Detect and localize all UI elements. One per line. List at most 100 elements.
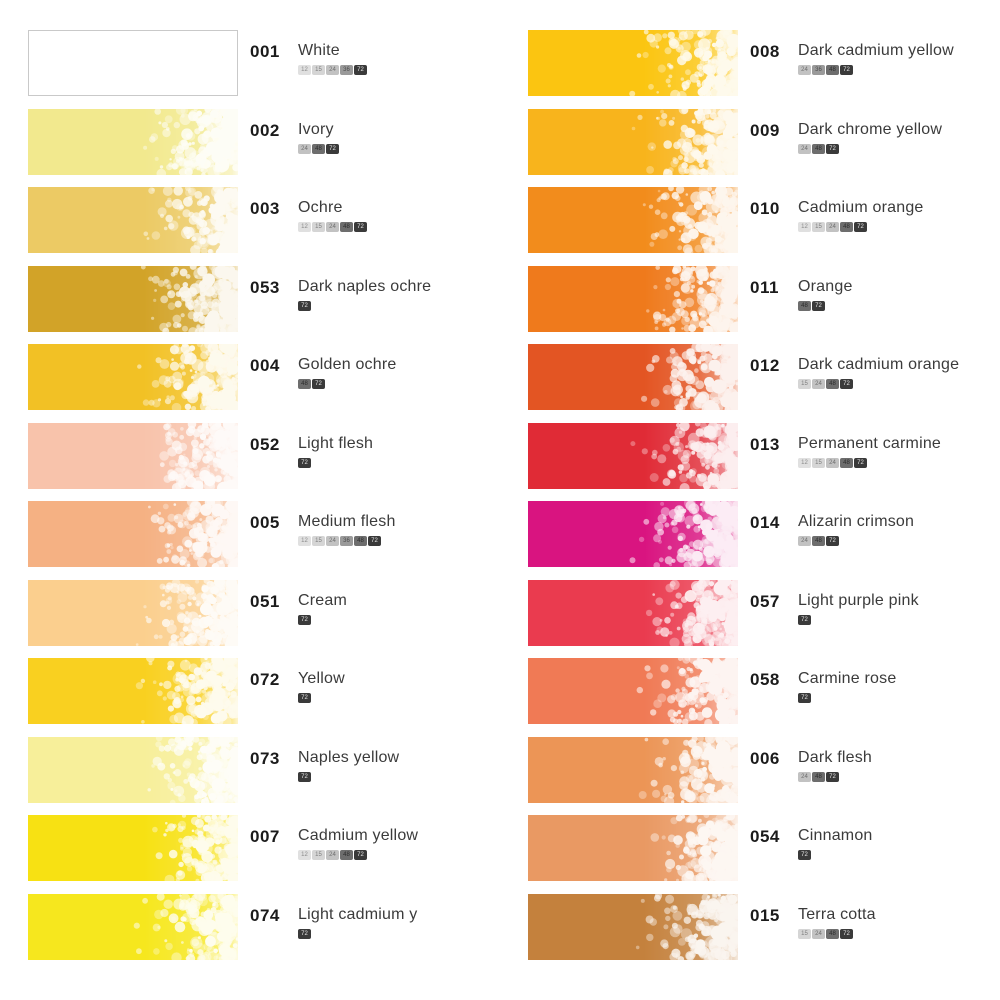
colour-entry[interactable]: 012 Dark cadmium orange 15 24 48 72 [500,344,1000,422]
set-size-badge-12: 12 [298,536,311,546]
colour-meta: 074 Light cadmium y 72 [250,906,496,940]
colour-title-line: 014 Alizarin crimson [750,513,996,533]
colour-entry[interactable]: 013 Permanent carmine 12 15 24 48 72 [500,422,1000,501]
set-size-badge-72: 72 [798,614,811,625]
set-size-badges: 72 [298,300,496,312]
colour-meta: 011 Orange 48 72 [750,278,996,312]
colour-entry[interactable]: 058 Carmine rose 72 [500,658,1000,736]
colour-meta: 052 Light flesh 72 [250,435,496,469]
colour-entry[interactable]: 005 Medium flesh 12 15 24 36 48 72 [0,501,500,579]
colour-swatch [528,893,738,960]
set-size-badge-15: 15 [312,222,325,232]
set-size-badges: 72 [298,457,496,469]
set-size-badge-15: 15 [812,222,825,232]
set-size-badges: 72 [298,614,496,626]
colour-name: Dark chrome yellow [798,120,943,138]
colour-swatch [528,422,738,489]
colour-swatch [28,501,238,567]
colour-entry[interactable]: 072 Yellow 72 [0,658,500,736]
colour-title-line: 005 Medium flesh [250,513,496,533]
colour-name: Ochre [298,199,343,216]
set-size-badge-48: 48 [826,928,839,939]
colour-title-line: 006 Dark flesh [750,749,996,769]
colour-title-line: 073 Naples yellow [250,749,496,769]
colour-title-line: 002 Ivory [250,121,496,141]
colour-entry[interactable]: 052 Light flesh 72 [0,422,500,501]
colour-entry[interactable]: 015 Terra cotta 15 24 48 72 [500,893,1000,972]
set-size-badge-72: 72 [354,222,367,232]
colour-entry[interactable]: 006 Dark flesh 24 48 72 [500,736,1000,815]
colour-entry[interactable]: 001 White 12 15 24 36 72 [0,30,500,108]
colour-title-line: 001 White [250,42,496,62]
set-size-badge-12: 12 [798,222,811,232]
colour-code: 014 [750,513,780,532]
colour-title-line: 003 Ochre [250,199,496,219]
set-size-badges: 72 [298,771,496,783]
colour-entry[interactable]: 014 Alizarin crimson 24 48 72 [500,501,1000,579]
set-size-badge-48: 48 [312,143,325,154]
colour-entry[interactable]: 007 Cadmium yellow 12 15 24 48 72 [0,815,500,893]
set-size-badge-72: 72 [826,536,839,546]
colour-meta: 073 Naples yellow 72 [250,749,496,783]
set-size-badge-72: 72 [840,379,853,389]
colour-entry[interactable]: 057 Light purple pink 72 [500,579,1000,658]
colour-swatch [28,579,238,646]
set-size-badge-12: 12 [798,457,811,468]
colour-entry[interactable]: 054 Cinnamon 72 [500,815,1000,893]
colour-code: 073 [250,748,280,768]
colour-code: 006 [750,748,780,768]
colour-swatch [528,815,738,881]
colour-title-line: 012 Dark cadmium orange [750,356,996,376]
set-size-badge-15: 15 [812,457,825,468]
set-size-badge-24: 24 [326,536,339,546]
colour-entry[interactable]: 004 Golden ochre 48 72 [0,344,500,422]
swatch-pastel-texture [528,893,738,960]
colour-code: 058 [750,670,780,689]
colour-title-line: 058 Carmine rose [750,670,996,690]
colour-entry[interactable]: 002 Ivory 24 48 72 [0,108,500,187]
colour-meta: 012 Dark cadmium orange 15 24 48 72 [750,356,996,390]
colour-name: Terra cotta [798,905,876,923]
colour-swatch [528,501,738,567]
colour-entry[interactable]: 051 Cream 72 [0,579,500,658]
set-size-badge-24: 24 [798,143,811,154]
colour-entry[interactable]: 010 Cadmium orange 12 15 24 48 72 [500,187,1000,265]
swatch-pastel-texture [528,815,738,881]
colour-meta: 010 Cadmium orange 12 15 24 48 72 [750,199,996,233]
colour-name: Cadmium yellow [298,827,419,844]
colour-name: Yellow [298,670,345,687]
colour-entry[interactable]: 003 Ochre 12 15 24 48 72 [0,187,500,265]
colour-swatch [28,265,238,332]
colour-swatch [528,265,738,332]
swatch-pastel-texture [28,658,238,724]
swatch-pastel-texture [28,736,238,803]
colour-code: 009 [750,120,780,140]
set-size-badge-72: 72 [798,693,811,703]
set-size-badge-72: 72 [298,928,311,939]
colour-entry[interactable]: 011 Orange 48 72 [500,265,1000,344]
colour-title-line: 052 Light flesh [250,435,496,455]
colour-entry[interactable]: 008 Dark cadmium yellow 24 36 48 72 [500,30,1000,108]
colour-title-line: 057 Light purple pink [750,592,996,612]
colour-meta: 002 Ivory 24 48 72 [250,121,496,155]
colour-entry[interactable]: 009 Dark chrome yellow 24 48 72 [500,108,1000,187]
colour-name: Dark cadmium orange [798,356,960,373]
colour-entry[interactable]: 074 Light cadmium y 72 [0,893,500,972]
set-size-badge-48: 48 [798,300,811,311]
colour-meta: 001 White 12 15 24 36 72 [250,42,496,76]
set-size-badges: 24 48 72 [798,771,996,783]
colour-name: Alizarin crimson [798,513,915,530]
set-size-badge-12: 12 [298,222,311,232]
colour-meta: 057 Light purple pink 72 [750,592,996,626]
colour-name: Light flesh [298,434,374,452]
colour-swatch [28,658,238,724]
set-size-badge-24: 24 [826,457,839,468]
set-size-badge-12: 12 [298,65,311,75]
set-size-badges: 15 24 48 72 [798,379,996,390]
set-size-badge-24: 24 [798,771,811,782]
colour-entry[interactable]: 053 Dark naples ochre 72 [0,265,500,344]
colour-code: 054 [750,827,780,846]
colour-entry[interactable]: 073 Naples yellow 72 [0,736,500,815]
set-size-badge-15: 15 [312,536,325,546]
swatch-pastel-texture [28,108,238,175]
